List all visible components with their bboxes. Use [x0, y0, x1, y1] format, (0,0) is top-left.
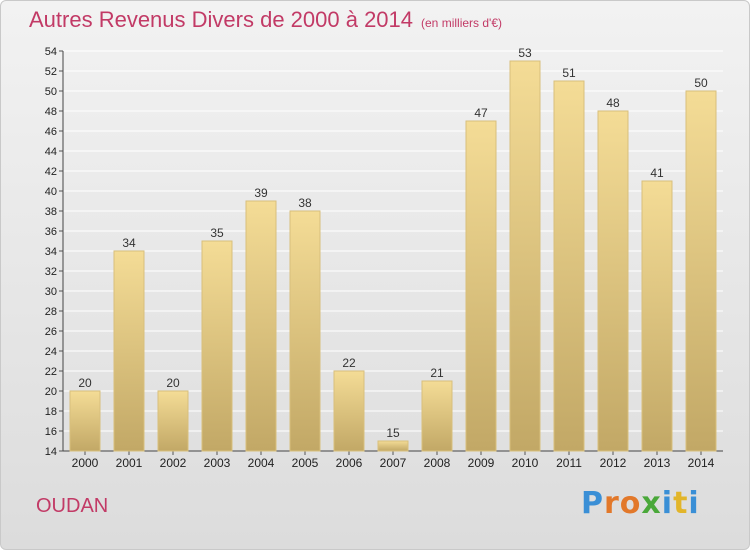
bar-2005 — [289, 210, 321, 452]
bars — [69, 60, 717, 452]
bar-2000 — [69, 390, 101, 452]
x-tick-label: 2012 — [600, 456, 627, 470]
bar-2002 — [157, 390, 189, 452]
y-tick-label: 50 — [45, 86, 57, 98]
y-tick-label: 24 — [45, 346, 57, 358]
data-label: 47 — [474, 106, 488, 120]
y-tick-label: 32 — [45, 266, 57, 278]
bar-2003 — [201, 240, 233, 452]
bar-2011 — [553, 80, 585, 452]
y-tick-label: 18 — [45, 406, 57, 418]
y-tick-label: 16 — [45, 426, 57, 438]
data-label: 35 — [210, 226, 224, 240]
y-tick-label: 36 — [45, 226, 57, 238]
y-tick-label: 14 — [45, 446, 57, 458]
town-name: OUDAN — [36, 495, 109, 517]
logo-letter: o — [619, 486, 642, 521]
y-tick-label: 52 — [45, 66, 57, 78]
y-tick-label: 44 — [45, 146, 57, 158]
bar-2007 — [377, 440, 409, 452]
data-label: 39 — [254, 186, 268, 200]
data-label: 20 — [78, 376, 92, 390]
x-tick-label: 2002 — [160, 456, 187, 470]
data-label: 53 — [518, 46, 532, 60]
bar-2006 — [333, 370, 365, 452]
y-tick-label: 42 — [45, 166, 57, 178]
y-tick-label: 30 — [45, 286, 57, 298]
y-tick-label: 40 — [45, 186, 57, 198]
data-label: 15 — [386, 426, 400, 440]
x-tick-label: 2014 — [688, 456, 715, 470]
data-label: 51 — [562, 66, 576, 80]
x-tick-label: 2005 — [292, 456, 319, 470]
x-tick-label: 2011 — [556, 456, 582, 470]
logo-letter: t — [673, 486, 689, 521]
data-label: 20 — [166, 376, 180, 390]
bar-2009 — [465, 120, 497, 452]
chart-title: Autres Revenus Divers de 2000 à 2014 (en … — [29, 7, 502, 33]
x-tick-label: 2013 — [644, 456, 671, 470]
y-tick-label: 34 — [45, 246, 57, 258]
logo-letter: P — [581, 486, 604, 521]
x-tick-label: 2007 — [380, 456, 407, 470]
data-label: 41 — [650, 166, 664, 180]
x-tick-label: 2009 — [468, 456, 495, 470]
bar-2001 — [113, 250, 145, 452]
x-tick-label: 2006 — [336, 456, 363, 470]
y-tick-label: 28 — [45, 306, 57, 318]
data-label: 50 — [694, 76, 708, 90]
y-tick-label: 54 — [45, 46, 57, 58]
x-tick-label: 2010 — [512, 456, 539, 470]
chart-title-text: Autres Revenus Divers de 2000 à 2014 — [29, 7, 414, 32]
logo-letter: i — [688, 486, 700, 521]
data-label: 21 — [430, 366, 444, 380]
data-labels: 20 34 20 35 39 38 22 15 21 47 53 51 48 41 50 — [78, 46, 708, 440]
logo-letter: x — [641, 486, 662, 521]
chart-title-unit: (en milliers d'€) — [421, 16, 502, 30]
y-tick-label: 26 — [45, 326, 57, 338]
x-tick-label: 2000 — [72, 456, 99, 470]
y-tick-label: 20 — [45, 386, 57, 398]
data-label: 22 — [342, 356, 356, 370]
x-tick-label: 2001 — [116, 456, 143, 470]
x-tick-label: 2008 — [424, 456, 451, 470]
data-label: 34 — [122, 236, 136, 250]
proxiti-logo[interactable]: Proxiti — [581, 486, 700, 521]
bar-2010 — [509, 60, 541, 452]
y-tick-label: 38 — [45, 206, 57, 218]
x-tick-label: 2003 — [204, 456, 231, 470]
y-tick-label: 48 — [45, 106, 57, 118]
bar-2013 — [641, 180, 673, 452]
data-label: 48 — [606, 96, 620, 110]
y-tick-label: 22 — [45, 366, 57, 378]
bar-2014 — [685, 90, 717, 452]
y-tick-label: 46 — [45, 126, 57, 138]
bar-2012 — [597, 110, 629, 452]
bar-2004 — [245, 200, 277, 452]
data-label: 38 — [298, 196, 312, 210]
logo-letter: r — [604, 486, 620, 521]
logo-letter: i — [661, 486, 674, 521]
bar-2008 — [421, 380, 453, 452]
x-tick-label: 2004 — [248, 456, 275, 470]
